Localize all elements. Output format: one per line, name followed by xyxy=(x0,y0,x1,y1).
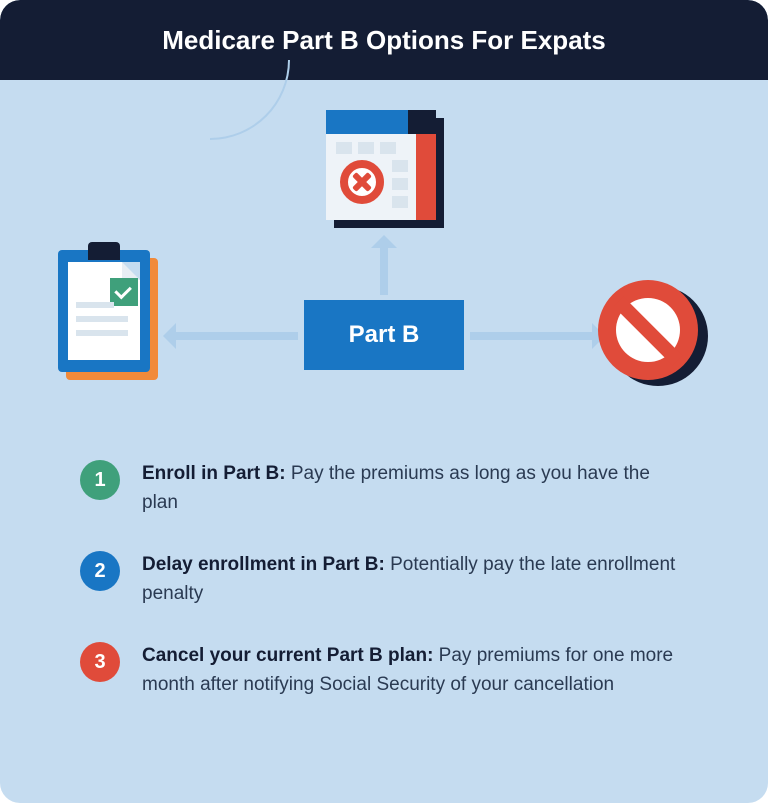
calendar-cancel-icon xyxy=(326,110,444,228)
number-badge-2: 2 xyxy=(80,551,120,591)
option-strong: Delay enrollment in Part B: xyxy=(142,554,385,575)
list-item: 2 Delay enrollment in Part B: Potentiall… xyxy=(80,551,688,608)
clipboard-check-icon xyxy=(58,250,158,380)
option-text: Enroll in Part B: Pay the premiums as lo… xyxy=(142,460,682,517)
arrow-up-icon xyxy=(380,240,388,295)
option-text: Cancel your current Part B plan: Pay pre… xyxy=(142,642,682,699)
list-item: 3 Cancel your current Part B plan: Pay p… xyxy=(80,642,688,699)
part-b-label: Part B xyxy=(349,321,420,349)
page-title: Medicare Part B Options For Expats xyxy=(162,25,606,56)
option-text: Delay enrollment in Part B: Potentially … xyxy=(142,551,682,608)
part-b-box: Part B xyxy=(304,300,464,370)
decorative-arc xyxy=(210,60,290,140)
option-strong: Enroll in Part B: xyxy=(142,463,286,484)
prohibit-circle-icon xyxy=(598,280,708,390)
diagram-area: Part B xyxy=(0,80,768,410)
option-strong: Cancel your current Part B plan: xyxy=(142,645,433,666)
list-item: 1 Enroll in Part B: Pay the premiums as … xyxy=(80,460,688,517)
arrow-right-icon xyxy=(470,332,600,340)
header-bar: Medicare Part B Options For Expats xyxy=(0,0,768,80)
options-list: 1 Enroll in Part B: Pay the premiums as … xyxy=(0,410,768,699)
arrow-left-icon xyxy=(168,332,298,340)
number-badge-1: 1 xyxy=(80,460,120,500)
number-badge-3: 3 xyxy=(80,642,120,682)
infographic-card: Medicare Part B Options For Expats Part … xyxy=(0,0,768,803)
